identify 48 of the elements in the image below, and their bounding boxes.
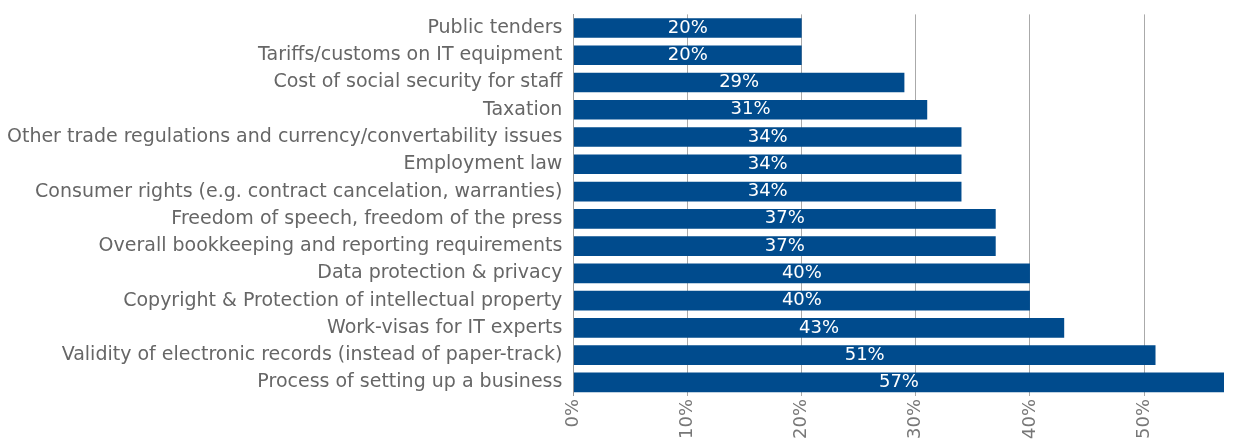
y-tick-label: Taxation <box>481 96 563 119</box>
y-tick-label: Overall bookkeeping and reporting requirements <box>98 233 563 256</box>
y-tick-label: Validity of electronic records (instead of paper-track) <box>61 342 563 365</box>
data-label: 40% <box>781 261 822 283</box>
x-tick-label: 40% <box>1017 398 1039 440</box>
bar <box>573 181 962 202</box>
data-label: 34% <box>747 151 788 173</box>
y-tick-label: Public tenders <box>427 14 563 37</box>
data-label: 34% <box>747 179 788 201</box>
bar <box>573 45 802 66</box>
x-tick-label: 20% <box>789 398 811 440</box>
bar <box>573 72 905 93</box>
data-label: 29% <box>719 70 760 92</box>
y-tick-label: Other trade regulations and currency/convertability issues <box>6 123 563 146</box>
bar <box>573 236 996 256</box>
y-tick-label: Work-visas for IT experts <box>326 314 563 337</box>
data-label: 37% <box>764 206 805 228</box>
bar <box>573 345 1156 365</box>
y-tick-label: Data protection & privacy <box>317 260 563 283</box>
bar <box>573 263 1030 284</box>
bar <box>573 18 802 38</box>
x-tick-label: 10% <box>675 398 697 440</box>
y-tick-label: Consumer rights (e.g. contract cancelation, warranties) <box>35 178 563 201</box>
x-tick-label: 30% <box>903 398 925 440</box>
data-label: 20% <box>667 42 708 64</box>
data-label: 34% <box>747 124 788 146</box>
x-tick-label: 0% <box>561 398 583 428</box>
bar <box>573 372 1224 393</box>
data-label: 43% <box>799 315 840 337</box>
y-tick-label: Process of setting up a business <box>257 369 563 392</box>
bar <box>573 290 1030 311</box>
data-label: 57% <box>878 370 919 392</box>
data-label: 31% <box>730 97 771 119</box>
bar <box>573 318 1065 338</box>
data-label: 51% <box>844 342 885 364</box>
bar <box>573 209 996 229</box>
y-tick-label: Cost of social security for staff <box>273 69 564 92</box>
y-tick-label: Employment law <box>403 151 563 174</box>
data-label: 40% <box>781 288 822 310</box>
y-tick-label: Freedom of speech, freedom of the press <box>171 205 563 228</box>
bar <box>573 154 962 175</box>
y-tick-label: Tariffs/customs on IT equipment <box>257 42 563 65</box>
bar <box>573 99 928 120</box>
data-label: 20% <box>667 15 708 37</box>
data-label: 37% <box>764 233 805 255</box>
x-tick-label: 50% <box>1131 398 1153 440</box>
bar <box>573 127 962 147</box>
y-tick-label: Copyright & Protection of intellectual property <box>123 287 563 310</box>
